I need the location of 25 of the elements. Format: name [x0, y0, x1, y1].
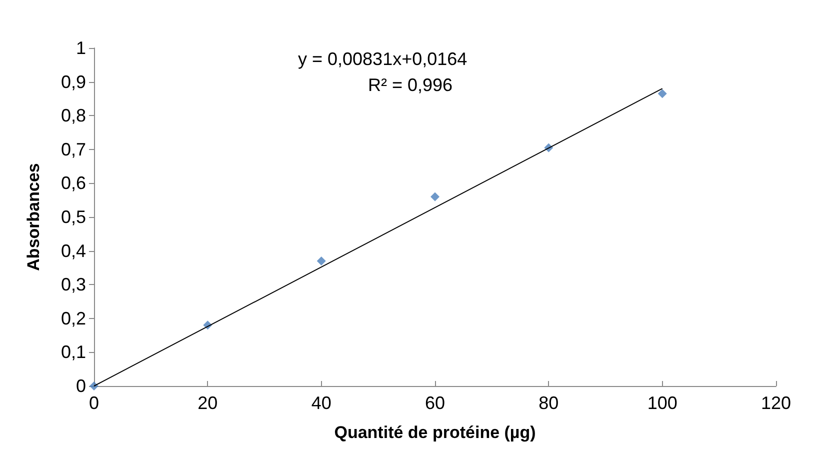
- annotation: R² = 0,996: [368, 75, 453, 95]
- x-axis-title: Quantité de protéine (µg): [334, 423, 536, 442]
- y-tick-label: 0: [76, 376, 86, 396]
- y-tick-label: 0,4: [60, 240, 86, 261]
- x-tick-label: 80: [538, 393, 559, 413]
- point: [430, 192, 440, 202]
- y-tick-label: 0,3: [60, 274, 86, 295]
- point: [316, 256, 326, 266]
- y-tick-label: 0,2: [60, 308, 86, 328]
- y-tick-label: 1: [76, 38, 86, 58]
- y-tick-label: 0,6: [60, 173, 86, 194]
- y-tick-label: 0,8: [60, 106, 86, 126]
- y-tick-label: 0,7: [60, 139, 86, 160]
- x-tick-label: 40: [311, 393, 332, 413]
- y-axis-title: Absorbances: [24, 163, 43, 271]
- x-tick-label: 120: [760, 393, 792, 413]
- point: [658, 89, 667, 98]
- x-tick-label: 60: [424, 393, 446, 413]
- y-tick-label: 0,1: [60, 342, 86, 362]
- x-tick-label: 0: [88, 393, 100, 413]
- y-tick-label: 0,5: [60, 207, 86, 227]
- x-tick-label: 100: [647, 393, 678, 413]
- y-tick-label: 0,9: [60, 72, 86, 92]
- x-tick-label: 20: [198, 393, 218, 413]
- annotation: y = 0,00831x+0,0164: [298, 49, 468, 69]
